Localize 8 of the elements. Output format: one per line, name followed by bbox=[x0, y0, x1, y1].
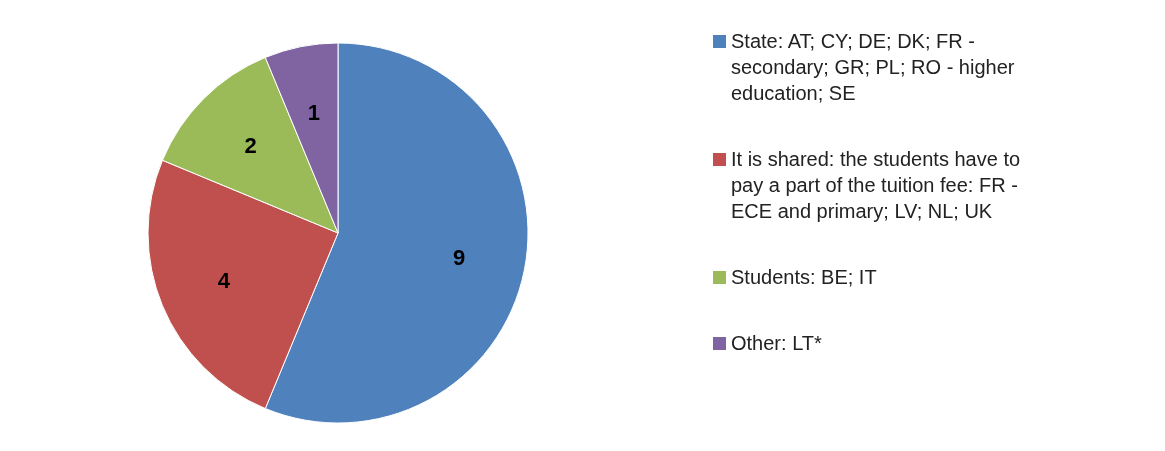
legend-label: It is shared: the students have to pay a part of the tuition fee: FR - ECE and primary; LV; NL; UK bbox=[731, 148, 1021, 222]
data-label: 2 bbox=[244, 133, 257, 159]
data-label: 4 bbox=[217, 267, 231, 293]
data-label: 9 bbox=[453, 244, 466, 270]
legend-label: State: AT; CY; DE; DK; FR - secondary; GR; PL; RO - higher education; SE bbox=[731, 30, 1015, 104]
legend-label: Students: BE; IT bbox=[731, 266, 877, 288]
legend-label: Other: LT* bbox=[731, 332, 822, 354]
data-label: 1 bbox=[307, 99, 321, 125]
